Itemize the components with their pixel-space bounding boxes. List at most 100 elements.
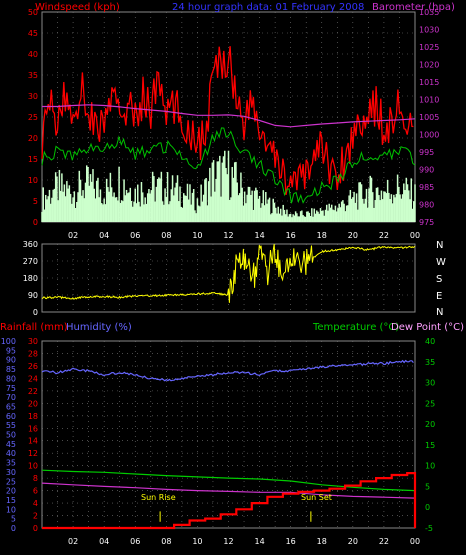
- humidity-tick: 95: [6, 346, 16, 355]
- humidity-tick: 75: [6, 384, 16, 393]
- barometer-axis-label: Barometer (hpa): [372, 2, 455, 13]
- x-tick-label: 20: [348, 537, 358, 546]
- rainfall-tick: 20: [28, 399, 38, 408]
- temperature-line: [41, 469, 416, 492]
- compass-w: W: [436, 257, 446, 268]
- compass-n-top: N: [436, 240, 443, 251]
- humidity-tick: 100: [1, 337, 16, 346]
- humidity-tick: 0: [11, 524, 16, 533]
- x-tick-label: 00: [410, 537, 420, 546]
- sunrise-label: Sun Rise: [141, 493, 176, 502]
- humidity-tick: 70: [6, 393, 16, 402]
- humidity-tick: 50: [6, 431, 16, 440]
- x-tick-label: 22: [379, 537, 389, 546]
- wind-bars-group: [41, 150, 416, 222]
- direction-panel: 0 90 180 270 360: [23, 240, 416, 317]
- rainfall-tick: 26: [28, 362, 38, 371]
- windspeed-tick: 0: [33, 218, 38, 227]
- rainfall-tick: 10: [28, 462, 38, 471]
- humidity-tick: 15: [6, 496, 16, 505]
- barometer-tick: 1005: [419, 113, 439, 122]
- humidity-tick: 45: [6, 440, 16, 449]
- x-tick-label: 14: [254, 537, 264, 546]
- x-tick-label: 12: [223, 231, 233, 240]
- humidity-line: [41, 359, 414, 382]
- humidity-tick: 5: [11, 515, 16, 524]
- temperature-tick: 0: [425, 503, 430, 512]
- sunset-label: Sun Set: [301, 493, 332, 502]
- chart-title: 24 hour graph data: 01 February 2008: [172, 2, 364, 13]
- compass-s: S: [436, 274, 442, 285]
- x-tick-label: 00: [410, 231, 420, 240]
- humidity-tick: 20: [6, 487, 16, 496]
- dewpoint-axis-label: Dew Point (°C): [391, 322, 464, 333]
- x-tick-label: 10: [192, 537, 202, 546]
- humidity-tick: 80: [6, 374, 16, 383]
- barometer-tick: 990: [419, 166, 434, 175]
- barometer-line: [42, 104, 416, 128]
- rainfall-tick: 22: [28, 387, 38, 396]
- direction-tick: 90: [28, 291, 38, 300]
- x-tick-label: 10: [192, 231, 202, 240]
- x-tick-label: 12: [223, 537, 233, 546]
- temperature-tick: 15: [425, 441, 435, 450]
- temp-hum-rain-panel: 0510152025303540455055606570758085909510…: [1, 337, 435, 546]
- x-tick-label: 02: [68, 537, 78, 546]
- x-tick-label: 20: [348, 231, 358, 240]
- rainfall-tick: 12: [28, 449, 38, 458]
- humidity-axis-label: Humidity (%): [66, 322, 132, 333]
- barometer-tick: 1025: [419, 43, 439, 52]
- humidity-tick: 25: [6, 477, 16, 486]
- barometer-tick: 985: [419, 183, 434, 192]
- barometer-tick: 995: [419, 148, 434, 157]
- rainfall-tick: 16: [28, 424, 38, 433]
- humidity-tick: 35: [6, 459, 16, 468]
- humidity-tick: 85: [6, 365, 16, 374]
- compass-e: E: [436, 291, 442, 302]
- barometer-tick: 1000: [419, 131, 439, 140]
- direction-tick: 270: [23, 257, 38, 266]
- windspeed-tick: 20: [28, 134, 38, 143]
- windspeed-tick: 10: [28, 176, 38, 185]
- temperature-tick: 40: [425, 337, 435, 346]
- compass-n-bottom: N: [436, 307, 443, 318]
- x-tick-label: 16: [286, 231, 296, 240]
- x-tick-label: 22: [379, 231, 389, 240]
- gust-line: [41, 46, 414, 196]
- humidity-tick: 90: [6, 356, 16, 365]
- humidity-tick: 40: [6, 449, 16, 458]
- rainfall-tick: 2: [33, 512, 38, 521]
- rainfall-tick: 24: [28, 374, 38, 383]
- windspeed-tick: 50: [28, 8, 38, 17]
- x-tick-label: 04: [99, 231, 109, 240]
- x-tick-label: 08: [161, 537, 171, 546]
- rainfall-tick: 18: [28, 412, 38, 421]
- x-tick-label: 18: [317, 231, 327, 240]
- temperature-tick: 10: [425, 462, 435, 471]
- barometer-tick: 1020: [419, 61, 439, 70]
- temperature-tick: 5: [425, 482, 430, 491]
- direction-tick: 180: [23, 274, 38, 283]
- barometer-tick: 1035: [419, 8, 439, 17]
- rainfall-tick: 0: [33, 524, 38, 533]
- windspeed-tick: 30: [28, 92, 38, 101]
- rainfall-tick: 30: [28, 337, 38, 346]
- humidity-tick: 30: [6, 468, 16, 477]
- direction-tick: 0: [33, 308, 38, 317]
- windspeed-tick: 25: [28, 113, 38, 122]
- humidity-tick: 60: [6, 412, 16, 421]
- barometer-tick: 1010: [419, 96, 439, 105]
- rainfall-tick: 4: [33, 499, 38, 508]
- average-wind-line: [41, 127, 416, 204]
- rainfall-tick: 8: [33, 474, 38, 483]
- temperature-tick: 20: [425, 420, 435, 429]
- direction-tick: 360: [23, 240, 38, 249]
- x-tick-label: 04: [99, 537, 109, 546]
- dew-point-line: [41, 482, 416, 499]
- plot-area: [41, 340, 416, 529]
- x-tick-label: 06: [130, 537, 140, 546]
- humidity-tick: 55: [6, 421, 16, 430]
- x-tick-label: 14: [254, 231, 264, 240]
- windspeed-tick: 35: [28, 71, 38, 80]
